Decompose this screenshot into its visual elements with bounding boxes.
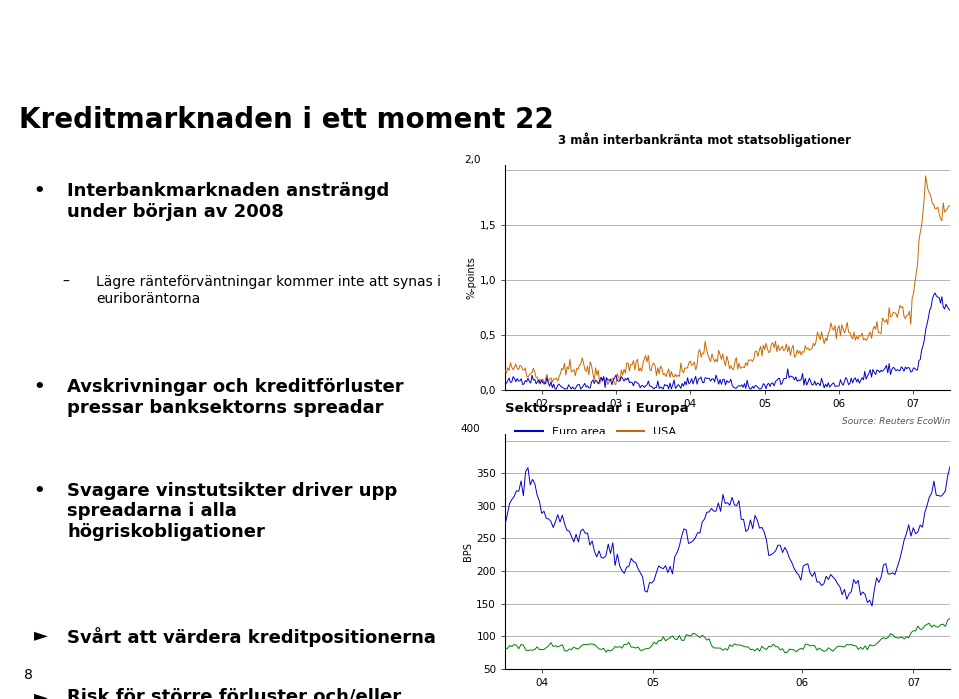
- Y-axis label: %-points: %-points: [467, 256, 477, 299]
- Text: Source: Reuters EcoWin: Source: Reuters EcoWin: [842, 417, 950, 426]
- Text: Svagare vinstutsikter driver upp
spreadarna i alla
högriskobligationer: Svagare vinstutsikter driver upp spreada…: [67, 482, 397, 541]
- Text: 2,0: 2,0: [464, 155, 480, 165]
- Y-axis label: BPS: BPS: [463, 542, 474, 561]
- Text: Kreditmarknaden i ett moment 22: Kreditmarknaden i ett moment 22: [19, 106, 554, 134]
- Text: Nordea: Nordea: [24, 25, 120, 50]
- Text: Interbankmarknaden ansträngd
under början av 2008: Interbankmarknaden ansträngd under börja…: [67, 182, 389, 221]
- Text: ►: ►: [34, 626, 47, 644]
- Text: •: •: [34, 378, 45, 396]
- Text: Risk för större förluster och/eller
finansieringsbehov: Risk för större förluster och/eller fina…: [67, 688, 401, 699]
- Legend: Euro area, USA: Euro area, USA: [510, 423, 681, 442]
- Text: Avskrivningar och kreditförluster
pressar banksektorns spreadar: Avskrivningar och kreditförluster pressa…: [67, 378, 404, 417]
- Text: Svårt att värdera kreditpositionerna: Svårt att värdera kreditpositionerna: [67, 626, 436, 647]
- Text: 3 mån interbankränta mot statsobligationer: 3 mån interbankränta mot statsobligation…: [558, 132, 852, 147]
- Text: 8: 8: [24, 668, 33, 682]
- Text: –: –: [62, 275, 69, 289]
- Text: •: •: [34, 182, 45, 200]
- Text: Sektorspreadar i Europa: Sektorspreadar i Europa: [505, 402, 689, 415]
- Text: 400: 400: [461, 424, 480, 434]
- Text: ►: ►: [34, 688, 47, 699]
- Text: •: •: [34, 482, 45, 500]
- Text: Lägre ränteförväntningar kommer inte att synas i
euriboräntorna: Lägre ränteförväntningar kommer inte att…: [96, 275, 441, 305]
